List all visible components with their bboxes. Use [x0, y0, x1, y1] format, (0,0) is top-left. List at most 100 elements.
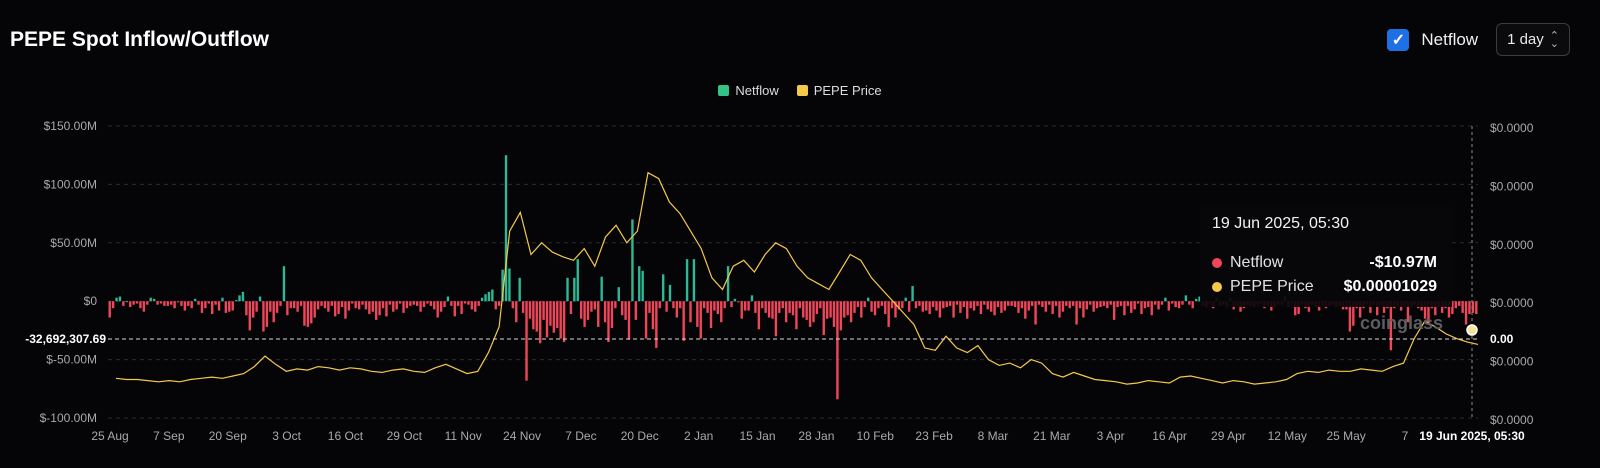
netflow-bar — [258, 296, 262, 302]
netflow-bar — [1461, 301, 1464, 313]
netflow-bar — [583, 301, 586, 327]
y-left-tick-label: $150.00M — [44, 119, 97, 133]
netflow-bar — [750, 295, 754, 302]
period-select[interactable]: 1 day ⌃ ⌄ — [1496, 23, 1570, 56]
netflow-bar — [351, 301, 354, 304]
netflow-bar — [644, 301, 648, 339]
netflow-bar — [723, 301, 726, 309]
netflow-bar — [528, 301, 532, 319]
netflow-bar — [1447, 301, 1451, 318]
netflow-bar — [1044, 301, 1048, 312]
netflow-bar — [866, 297, 870, 302]
x-tick-label: 11 Nov — [445, 429, 482, 443]
netflow-bar — [234, 300, 238, 302]
netflow-bar — [1030, 301, 1034, 306]
netflow-bar — [1085, 301, 1089, 310]
netflow-bar — [1171, 301, 1174, 304]
netflow-bar — [983, 301, 986, 305]
netflow-bar — [720, 301, 723, 323]
legend-item-netflow[interactable]: Netflow — [718, 83, 779, 98]
netflow-bar — [1048, 301, 1051, 305]
netflow-bar — [1003, 301, 1007, 311]
netflow-bar — [685, 259, 689, 302]
page-title: PEPE Spot Inflow/Outflow — [10, 28, 269, 51]
netflow-bar — [1198, 296, 1201, 302]
netflow-bar — [781, 301, 784, 309]
netflow-bar — [1181, 301, 1184, 305]
netflow-bar — [474, 301, 477, 312]
netflow-bar — [952, 301, 955, 318]
netflow-bar — [463, 301, 467, 304]
netflow-bar — [849, 301, 853, 323]
netflow-bar — [590, 301, 593, 312]
x-tick-label: 29 Apr — [1211, 429, 1246, 443]
netflow-bar — [183, 301, 187, 311]
chart-tooltip: 19 Jun 2025, 05:30 Netflow -$10.97M PEPE… — [1200, 207, 1452, 307]
netflow-bar — [692, 259, 696, 302]
netflow-bar — [853, 301, 856, 313]
netflow-bar — [1451, 301, 1454, 315]
price-point-marker — [1466, 324, 1478, 336]
netflow-bar — [238, 295, 241, 302]
netflow-bar — [156, 301, 159, 305]
netflow-bar — [1174, 301, 1177, 308]
netflow-bar — [1191, 301, 1194, 309]
coinglass-watermark: coinglass — [1360, 313, 1444, 333]
y-right-tick-label: $0.0000 — [1490, 296, 1534, 310]
netflow-bar — [1013, 301, 1017, 308]
netflow-bar — [1102, 301, 1106, 306]
x-tick-label: 25 Aug — [91, 429, 128, 443]
netflow-bar — [730, 301, 733, 308]
netflow-bar — [1434, 301, 1437, 316]
netflow-bar — [1475, 301, 1478, 315]
legend-item-price[interactable]: PEPE Price — [796, 83, 882, 98]
netflow-bar — [494, 301, 497, 310]
netflow-bar — [1150, 301, 1153, 316]
netflow-bar — [1468, 301, 1471, 315]
tooltip-dot-price — [1212, 282, 1222, 292]
netflow-bar — [1078, 301, 1082, 309]
netflow-bar — [1458, 301, 1461, 306]
netflow-bar — [743, 301, 747, 311]
netflow-bar — [747, 301, 750, 311]
netflow-bar — [559, 301, 562, 339]
netflow-checkbox-label[interactable]: Netflow — [1421, 29, 1479, 49]
netflow-bar — [665, 301, 668, 312]
netflow-bar — [262, 301, 265, 332]
netflow-bar — [771, 301, 774, 319]
netflow-bar — [303, 301, 306, 326]
netflow-bar — [1126, 301, 1130, 306]
tooltip-name-netflow: Netflow — [1230, 254, 1284, 271]
netflow-bar — [1099, 301, 1102, 308]
netflow-bar — [1068, 301, 1071, 309]
netflow-bar — [149, 297, 152, 302]
netflow-bar — [1024, 301, 1027, 319]
netflow-bar — [525, 301, 528, 381]
x-tick-label: 21 Mar — [1033, 429, 1070, 443]
netflow-bar — [211, 301, 214, 315]
netflow-bar — [422, 301, 426, 308]
netflow-bar — [661, 274, 665, 302]
netflow-bar — [938, 301, 942, 318]
netflow-bar — [928, 301, 931, 315]
netflow-bar — [996, 301, 1000, 308]
netflow-bar — [921, 301, 925, 312]
netflow-bar — [392, 301, 395, 312]
netflow-bar — [480, 297, 484, 302]
netflow-bar — [603, 301, 607, 323]
netflow-bar — [504, 155, 508, 302]
netflow-bar — [1061, 301, 1065, 312]
y-right-tick-label: $0.0000 — [1490, 355, 1534, 369]
netflow-bar — [863, 301, 866, 308]
netflow-bar — [142, 301, 146, 312]
netflow-bar — [316, 301, 320, 310]
netflow-bar — [1027, 301, 1030, 311]
netflow-bar — [1352, 301, 1355, 326]
netflow-bar — [825, 301, 829, 319]
netflow-checkbox[interactable]: ✓ — [1387, 28, 1410, 51]
netflow-bar — [737, 301, 740, 303]
netflow-bar — [374, 301, 378, 320]
netflow-bar — [538, 301, 542, 344]
x-tick-label: 15 Jan — [739, 429, 775, 443]
